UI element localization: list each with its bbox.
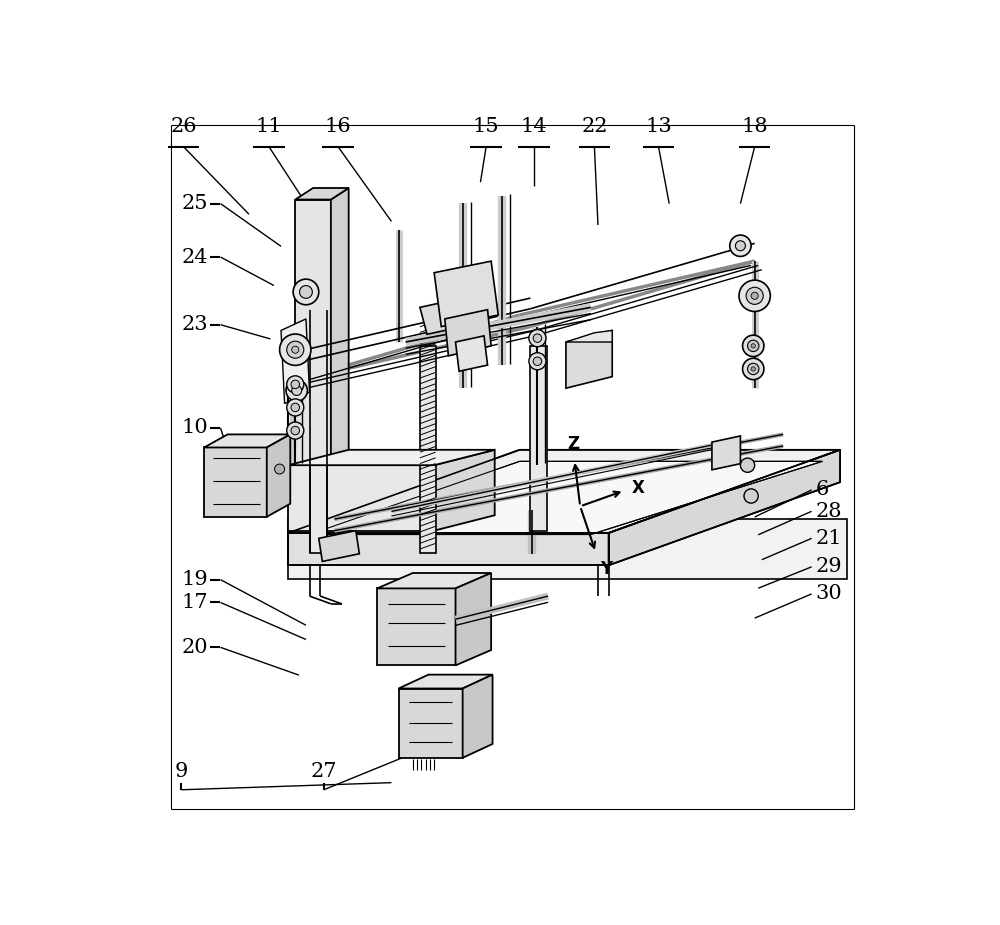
Circle shape <box>743 358 764 379</box>
Circle shape <box>751 367 755 371</box>
Polygon shape <box>281 319 310 403</box>
Circle shape <box>744 489 758 503</box>
Circle shape <box>751 292 758 300</box>
Text: Z: Z <box>567 435 579 453</box>
Polygon shape <box>566 330 612 388</box>
Text: 14: 14 <box>521 117 547 136</box>
Text: 20: 20 <box>181 638 208 657</box>
Bar <box>420 346 436 552</box>
Circle shape <box>743 335 764 356</box>
Circle shape <box>287 341 304 358</box>
Text: 9: 9 <box>175 762 188 782</box>
Circle shape <box>533 334 542 342</box>
Polygon shape <box>399 674 493 688</box>
Circle shape <box>280 334 311 365</box>
Polygon shape <box>434 450 495 531</box>
Polygon shape <box>399 688 463 758</box>
Circle shape <box>739 280 770 312</box>
Polygon shape <box>288 450 840 533</box>
Text: 23: 23 <box>181 315 208 334</box>
Text: 24: 24 <box>181 248 208 266</box>
Text: 26: 26 <box>170 117 197 136</box>
Circle shape <box>740 458 755 473</box>
Polygon shape <box>456 573 491 665</box>
Circle shape <box>291 403 300 412</box>
Circle shape <box>292 346 299 353</box>
Text: Y: Y <box>600 560 612 578</box>
Circle shape <box>529 329 546 347</box>
Polygon shape <box>445 310 491 356</box>
Text: 19: 19 <box>181 570 208 589</box>
Text: 11: 11 <box>256 117 282 136</box>
Circle shape <box>300 286 312 299</box>
Polygon shape <box>420 300 463 334</box>
Text: 18: 18 <box>741 117 768 136</box>
Bar <box>310 311 327 552</box>
Circle shape <box>291 426 300 435</box>
Text: 29: 29 <box>815 558 842 576</box>
Polygon shape <box>331 188 349 465</box>
Polygon shape <box>288 450 495 465</box>
Text: 25: 25 <box>181 194 208 213</box>
Circle shape <box>287 376 304 393</box>
Polygon shape <box>712 436 740 470</box>
Circle shape <box>293 279 319 304</box>
Polygon shape <box>463 674 493 758</box>
Circle shape <box>287 422 304 439</box>
Polygon shape <box>295 200 331 465</box>
Circle shape <box>735 240 745 251</box>
Polygon shape <box>288 533 609 565</box>
Polygon shape <box>434 261 498 327</box>
Polygon shape <box>288 465 434 531</box>
Polygon shape <box>310 462 822 535</box>
Text: 10: 10 <box>181 418 208 438</box>
Text: 13: 13 <box>645 117 672 136</box>
Text: X: X <box>631 479 644 498</box>
Circle shape <box>529 352 546 370</box>
Circle shape <box>286 380 307 401</box>
Circle shape <box>730 235 751 256</box>
Text: 6: 6 <box>815 480 828 500</box>
Text: 15: 15 <box>473 117 499 136</box>
Polygon shape <box>267 435 290 517</box>
Circle shape <box>292 386 302 396</box>
Text: 21: 21 <box>815 529 842 548</box>
Circle shape <box>275 464 285 474</box>
Polygon shape <box>377 573 491 588</box>
Bar <box>530 346 547 531</box>
Circle shape <box>287 399 304 416</box>
Circle shape <box>748 340 759 352</box>
Circle shape <box>746 288 763 304</box>
Text: 30: 30 <box>815 585 842 603</box>
Text: 16: 16 <box>325 117 351 136</box>
Circle shape <box>748 364 759 375</box>
Circle shape <box>751 344 755 348</box>
Circle shape <box>291 380 300 388</box>
Text: 22: 22 <box>581 117 608 136</box>
Polygon shape <box>456 336 488 371</box>
Polygon shape <box>609 450 840 565</box>
Polygon shape <box>377 588 456 665</box>
Text: 27: 27 <box>311 762 337 782</box>
Text: 17: 17 <box>181 593 208 612</box>
Polygon shape <box>295 188 349 200</box>
Polygon shape <box>204 448 267 517</box>
Polygon shape <box>204 435 290 448</box>
Polygon shape <box>288 519 847 579</box>
Text: 28: 28 <box>815 501 842 521</box>
Polygon shape <box>566 330 612 342</box>
Polygon shape <box>319 531 359 561</box>
Circle shape <box>533 357 542 365</box>
